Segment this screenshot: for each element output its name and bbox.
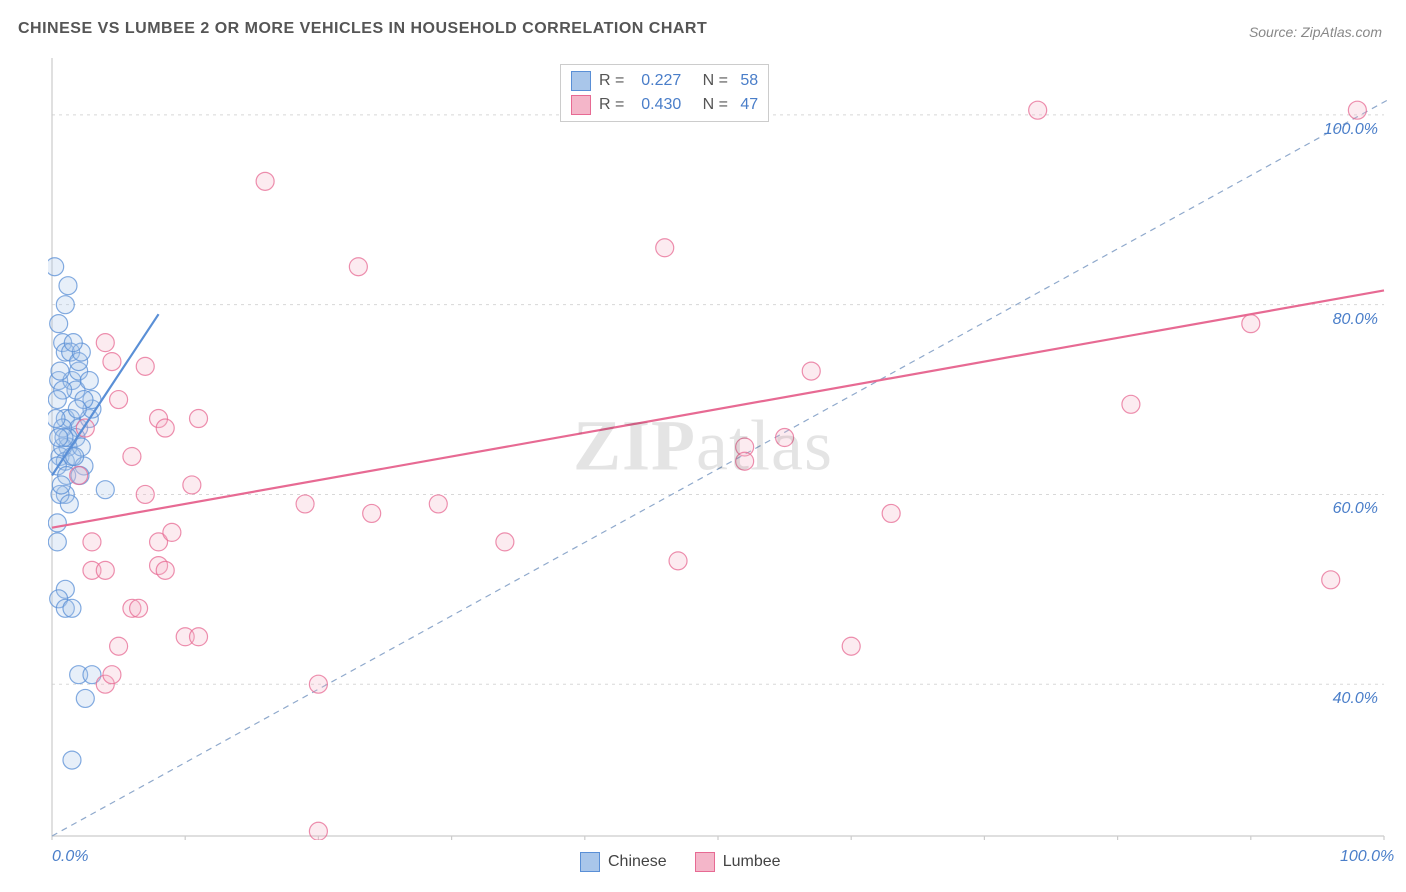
correlation-legend: R = 0.227 N = 58R = 0.430 N = 47 <box>560 64 769 122</box>
legend-label: Chinese <box>608 853 667 871</box>
x-tick-label: 0.0% <box>52 848 88 866</box>
x-tick-label: 100.0% <box>1340 848 1394 866</box>
legend-swatch <box>571 95 591 115</box>
legend-item: Chinese <box>580 852 667 872</box>
legend-text: N = <box>689 72 732 90</box>
series-legend: Chinese Lumbee <box>580 852 781 872</box>
legend-text: N = <box>689 96 732 114</box>
legend-label: Lumbee <box>723 853 781 871</box>
legend-text: R = <box>599 96 633 114</box>
legend-item: Lumbee <box>695 852 781 872</box>
legend-swatch <box>695 852 715 872</box>
legend-value: 58 <box>740 72 758 90</box>
legend-value: 47 <box>740 96 758 114</box>
legend-value: 0.430 <box>641 96 681 114</box>
legend-text: R = <box>599 72 633 90</box>
legend-row: R = 0.430 N = 47 <box>571 93 758 117</box>
legend-swatch <box>571 71 591 91</box>
plot-area <box>48 54 1388 840</box>
scatter-chart <box>48 54 1388 840</box>
source-attribution: Source: ZipAtlas.com <box>1249 24 1382 40</box>
legend-row: R = 0.227 N = 58 <box>571 69 758 93</box>
legend-value: 0.227 <box>641 72 681 90</box>
chart-title: CHINESE VS LUMBEE 2 OR MORE VEHICLES IN … <box>18 20 707 38</box>
legend-swatch <box>580 852 600 872</box>
